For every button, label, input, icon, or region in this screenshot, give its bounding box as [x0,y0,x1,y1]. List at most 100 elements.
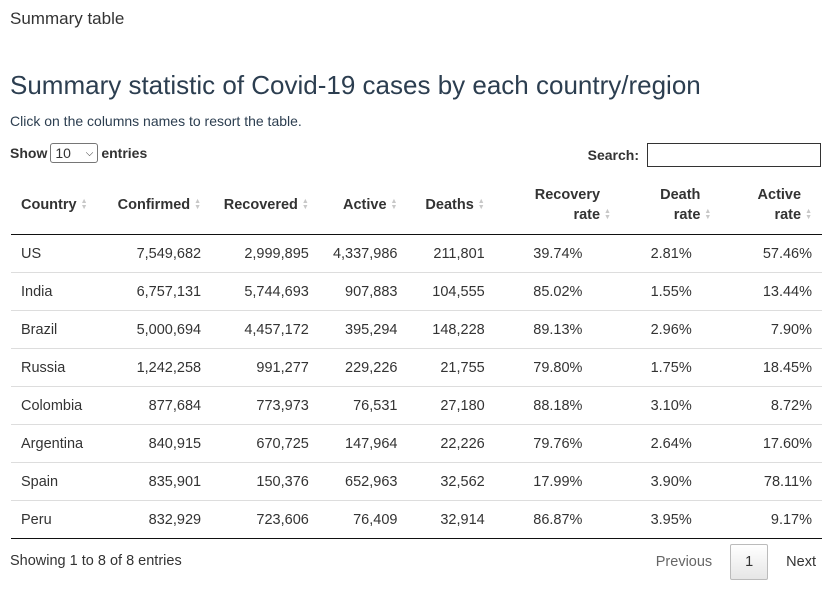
cell-country: US [21,245,42,262]
chevron-down-icon: ⌵ [85,147,94,159]
cell-recovery-rate: 79.80% [494,348,621,387]
cell-country: India [11,272,105,311]
cell-active-rate: 57.46% [762,245,812,262]
cell-recovered: 5,744,693 [211,272,319,311]
cell-country: Brazil [11,310,105,349]
cell-recovered: 723,606 [211,500,319,539]
page-length-select[interactable]: 10 ⌵ [50,143,99,163]
cell-confirmed: 835,901 [104,462,212,501]
cell-country: Russia [11,348,105,387]
cell-active-rate: 18.45% [721,348,822,387]
search-label: Search: [587,147,639,163]
cell-active-rate: 13.44% [721,272,822,311]
cell-recovered: 991,277 [211,348,319,387]
cell-active-rate: 7.90% [721,310,822,349]
tab-title[interactable]: Summary table [10,9,125,28]
cell-deaths: 22,226 [407,424,495,463]
cell-active: 4,337,986 [332,245,398,262]
cell-deaths: 32,914 [407,500,495,539]
table-row: Argentina 840,915 670,725 147,964 22,226… [11,424,822,463]
page-title: Summary statistic of Covid-19 cases by e… [10,70,701,100]
cell-confirmed: 832,929 [104,500,212,539]
sort-icon: ▲ ▼ [477,198,485,212]
cell-death-rate: 2.64% [620,424,722,463]
cell-death-rate: 1.75% [620,348,722,387]
column-header-deaths[interactable]: Deaths ▲ ▼ [407,176,495,235]
cell-confirmed: 840,915 [104,424,212,463]
cell-deaths: 148,228 [407,310,495,349]
cell-death-rate: 2.96% [620,310,722,349]
cell-recovery-rate: 89.13% [494,310,621,349]
next-button[interactable]: Next [786,554,816,570]
sort-icon: ▲ ▼ [390,198,398,212]
sort-icon: ▲ ▼ [301,198,309,212]
cell-active-rate: 9.17% [721,500,822,539]
column-header-recovery-rate[interactable]: Recovery rate ▲ ▼ [494,176,621,235]
table-row: Peru 832,929 723,606 76,409 32,914 86.87… [11,500,822,539]
cell-deaths: 32,562 [407,462,495,501]
table-row: US 7,549,682 2,999,895 4,337,986 211,801… [11,235,822,273]
cell-active: 229,226 [318,348,408,387]
cell-death-rate: 3.95% [620,500,722,539]
cell-active: 907,883 [318,272,408,311]
column-header-confirmed[interactable]: Confirmed ▲ ▼ [104,176,212,235]
table-info: Showing 1 to 8 of 8 entries [10,553,182,569]
cell-death-rate: 3.90% [620,462,722,501]
table-row: Brazil 5,000,694 4,457,172 395,294 148,2… [11,310,822,349]
previous-button[interactable]: Previous [655,554,713,570]
table-row: Spain 835,901 150,376 652,963 32,562 17.… [11,462,822,501]
column-header-country[interactable]: Country ▲ ▼ [11,176,105,235]
cell-recovery-rate: 88.18% [494,386,621,425]
sort-icon: ▲ ▼ [80,198,88,212]
pagination: Previous 1 Next [656,544,822,580]
cell-confirmed: 1,242,258 [104,348,212,387]
table-header-row: Country ▲ ▼ Confirmed ▲ ▼ Recovered ▲ ▼ Active… [11,176,822,235]
cell-recovery-rate: 86.87% [494,500,621,539]
column-header-recovered[interactable]: Recovered ▲ ▼ [211,176,319,235]
cell-recovered: 150,376 [211,462,319,501]
cell-country: Spain [11,462,105,501]
sort-icon: ▲ ▼ [805,208,812,222]
cell-deaths: 27,180 [407,386,495,425]
cell-active: 395,294 [318,310,408,349]
table-instructions: Click on the columns names to resort the… [10,113,302,129]
column-header-death-rate[interactable]: Death rate ▲ ▼ [620,176,722,235]
cell-confirmed: 6,757,131 [104,272,212,311]
search-control: Search: [588,143,821,167]
cell-active: 147,964 [318,424,408,463]
page-length-control: Show 10 ⌵ entries [10,143,147,163]
cell-recovered: 773,973 [211,386,319,425]
cell-active-rate: 8.72% [721,386,822,425]
cell-recovered: 4,457,172 [211,310,319,349]
sort-icon: ▲ ▼ [704,208,712,222]
table-row: Colombia 877,684 773,973 76,531 27,180 8… [11,386,822,425]
cell-confirmed: 7,549,682 [136,245,202,262]
column-header-active[interactable]: Active ▲ ▼ [318,176,408,235]
cell-recovery-rate: 85.02% [494,272,621,311]
search-input[interactable] [647,143,821,167]
cell-country: Colombia [11,386,105,425]
table-row: Russia 1,242,258 991,277 229,226 21,755 … [11,348,822,387]
sort-icon: ▲ ▼ [194,198,202,212]
cell-active: 652,963 [318,462,408,501]
cell-active-rate: 78.11% [721,462,822,501]
cell-active-rate: 17.60% [721,424,822,463]
cell-country: Argentina [11,424,105,463]
summary-table: Country ▲ ▼ Confirmed ▲ ▼ Recovered ▲ ▼ Active… [11,176,822,539]
cell-confirmed: 877,684 [104,386,212,425]
cell-death-rate: 1.55% [620,272,722,311]
cell-deaths: 211,801 [433,245,485,262]
cell-recovery-rate: 79.76% [494,424,621,463]
cell-recovery-rate: 39.74% [533,245,583,262]
cell-recovered: 670,725 [211,424,319,463]
entries-label: entries [101,145,148,161]
cell-recovery-rate: 17.99% [494,462,621,501]
cell-country: Peru [11,500,105,539]
cell-death-rate: 3.10% [620,386,722,425]
page-button-current[interactable]: 1 [730,544,769,580]
cell-active: 76,409 [318,500,408,539]
table-row: India 6,757,131 5,744,693 907,883 104,55… [11,272,822,311]
column-header-active-rate[interactable]: Active rate ▲ ▼ [721,176,822,235]
cell-deaths: 21,755 [407,348,495,387]
